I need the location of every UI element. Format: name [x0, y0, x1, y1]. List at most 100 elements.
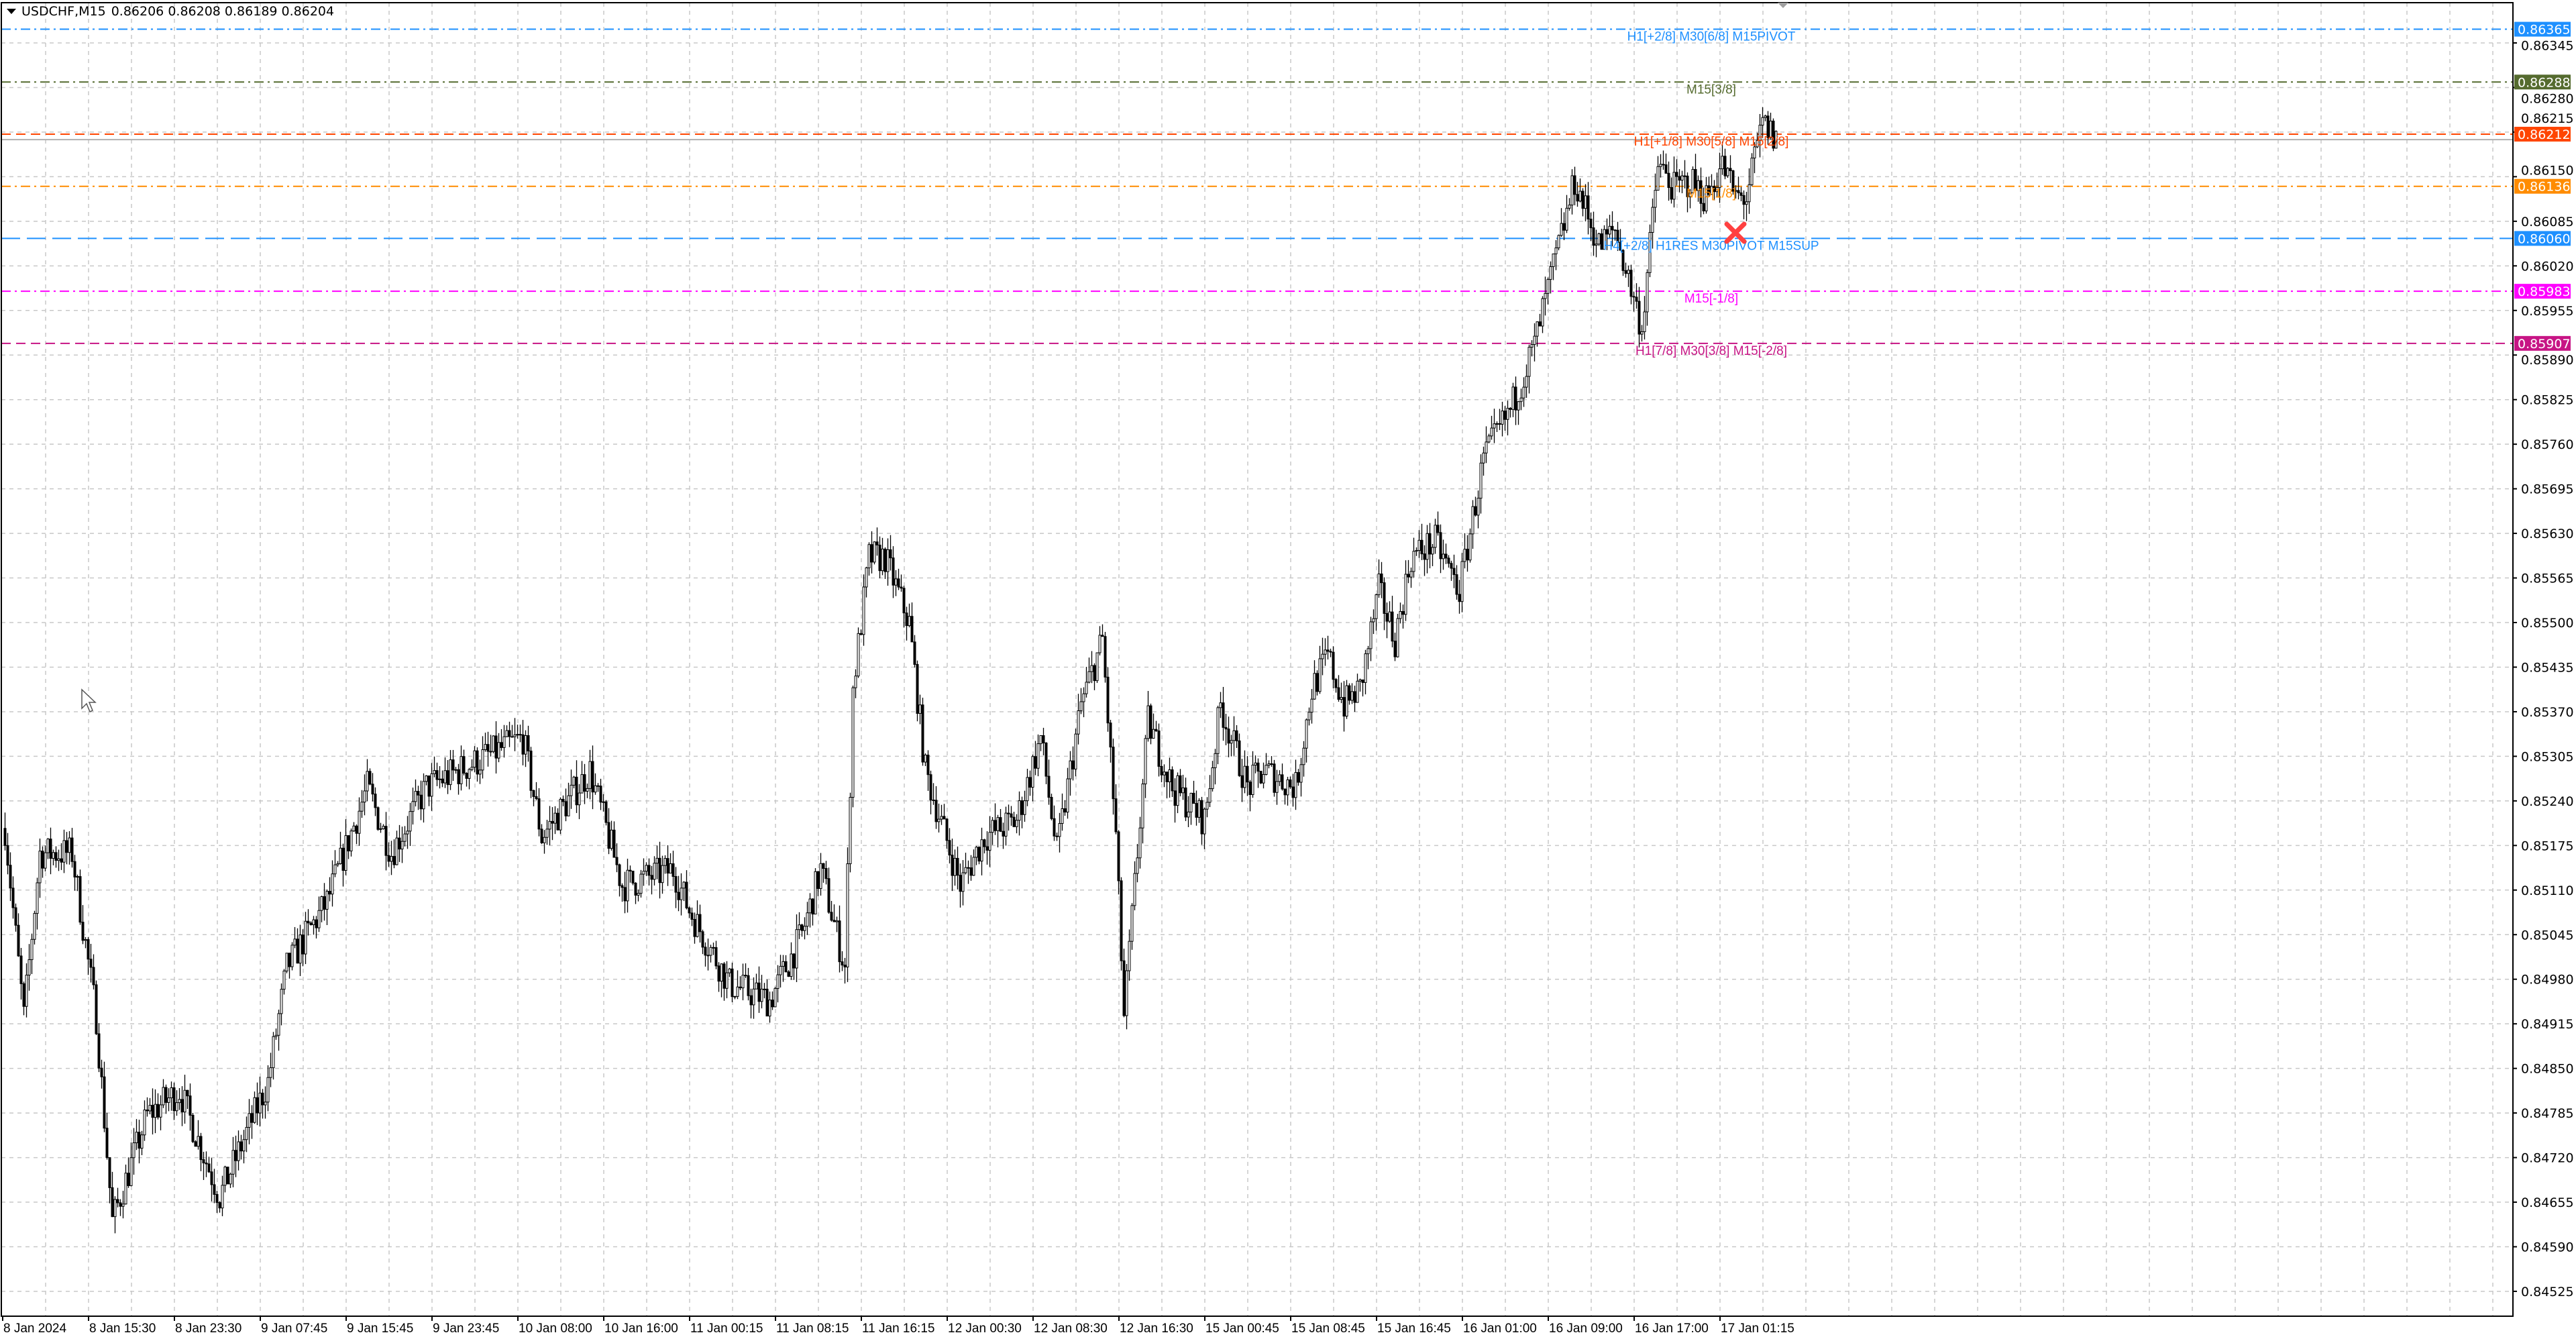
candle-bull	[610, 829, 613, 849]
candle-bull	[1189, 792, 1193, 812]
candle-bull	[1364, 653, 1367, 683]
candle-bull	[339, 847, 342, 864]
candle-bull	[725, 972, 729, 989]
candle-bear	[398, 837, 401, 850]
candle-bull	[443, 770, 447, 784]
candle-bull	[1753, 146, 1756, 159]
candle-bull	[1004, 812, 1008, 837]
candle-bear	[1012, 816, 1016, 827]
level-label: M15[-1/8]	[1684, 292, 1738, 306]
candle-bull	[1181, 787, 1185, 794]
candle-bull	[696, 914, 699, 937]
candle-bull	[1549, 266, 1552, 280]
candle-bull	[1570, 175, 1574, 206]
time-tick-label: 12 Jan 16:30	[1120, 1322, 1193, 1336]
candle-bear	[1155, 729, 1158, 732]
candle-bear	[476, 750, 479, 775]
close-x-icon[interactable]	[1724, 221, 1747, 244]
candle-bull	[1243, 765, 1246, 788]
candle-bull	[1152, 729, 1155, 739]
candle-bear	[1171, 769, 1174, 792]
candle-bear	[722, 963, 726, 989]
candle-bull	[1648, 231, 1652, 273]
candle-bear	[60, 858, 63, 863]
candle-bull	[773, 988, 777, 1008]
candle-bull	[1745, 201, 1748, 205]
candle-bull	[655, 857, 659, 864]
candle-bull	[62, 840, 66, 863]
candle-bull	[1205, 802, 1209, 810]
candle-bear	[127, 1173, 130, 1186]
candle-bull	[1546, 279, 1550, 294]
candle-bear	[95, 984, 98, 1034]
candle-bear	[486, 744, 490, 752]
candle-bull	[578, 792, 581, 806]
candle-bull	[344, 835, 347, 871]
candle-bull	[918, 704, 922, 714]
candle-bull	[124, 1173, 127, 1205]
candle-bear	[70, 837, 74, 862]
candle-bear	[1117, 831, 1120, 881]
candle-bull	[242, 1139, 246, 1152]
chart-shift-marker[interactable]	[1778, 3, 1788, 8]
candle-bear	[494, 735, 498, 759]
candle-bear	[1393, 641, 1397, 657]
time-tick-label: 15 Jan 16:45	[1377, 1322, 1451, 1336]
candle-bear	[1455, 574, 1458, 595]
candle-bear	[1587, 195, 1590, 220]
candle-bull	[1214, 753, 1217, 769]
candle-bear	[889, 549, 892, 559]
candle-bear	[959, 875, 962, 892]
candle-bull	[663, 858, 667, 866]
candle-bear	[54, 852, 58, 861]
candle-bear	[1635, 297, 1638, 302]
candle-bull	[1748, 184, 1751, 203]
candle-bull	[197, 1136, 200, 1147]
chart-title[interactable]: USDCHF,M15 0.86206 0.86208 0.86189 0.862…	[7, 4, 334, 19]
price-tag-label: 0.86136	[2518, 180, 2571, 195]
candle-bull	[1479, 462, 1483, 499]
price-tick-label: 0.84915	[2521, 1017, 2574, 1032]
price-tick-label: 0.85630	[2521, 527, 2574, 541]
candle-bull	[1211, 767, 1214, 790]
collapse-triangle-icon[interactable]	[7, 9, 16, 14]
candle-bear	[1713, 186, 1716, 193]
candle-bear	[977, 847, 981, 862]
candle-bear	[1675, 172, 1678, 177]
candle-bull	[908, 616, 911, 627]
candle-bull	[1640, 331, 1644, 335]
candle-bull	[814, 871, 817, 915]
candle-bull	[183, 1089, 186, 1113]
candle-bull	[1187, 811, 1190, 818]
candle-bull	[1506, 408, 1509, 420]
candle-bull	[1656, 166, 1660, 191]
level-label: M15[1/8]	[1686, 187, 1736, 201]
candle-bear	[49, 839, 52, 859]
candle-bear	[1423, 553, 1426, 560]
candle-bull	[502, 736, 506, 748]
candle-bear	[714, 947, 718, 967]
candle-bull	[545, 828, 549, 838]
candle-bull	[886, 549, 890, 572]
candle-bull	[433, 770, 436, 774]
candle-bull	[1254, 762, 1257, 766]
candle-bear	[1332, 651, 1335, 680]
candle-bear	[250, 1113, 254, 1123]
candle-bull	[755, 982, 758, 989]
candle-bear	[629, 869, 632, 871]
time-axis[interactable]: 8 Jan 2024 8 Jan 15:30 8 Jan 23:30 9 Jan 07…	[2, 1316, 1794, 1336]
candle-bull	[1366, 648, 1370, 655]
candle-bear	[1407, 574, 1410, 578]
candle-bull	[1495, 423, 1499, 425]
price-axis[interactable]: 0.86345 0.86280 0.86215 0.86150 0.86085 0.860…	[2513, 39, 2574, 1299]
candle-bear	[1667, 172, 1670, 189]
candle-bull	[1133, 873, 1136, 906]
candle-bull	[331, 873, 334, 895]
candle-bear	[838, 920, 841, 963]
candle-bull	[470, 767, 474, 770]
candle-bear	[1122, 960, 1126, 1016]
candle-bull	[728, 968, 731, 973]
candle-bull	[148, 1105, 152, 1112]
candle-bear	[1106, 676, 1110, 724]
